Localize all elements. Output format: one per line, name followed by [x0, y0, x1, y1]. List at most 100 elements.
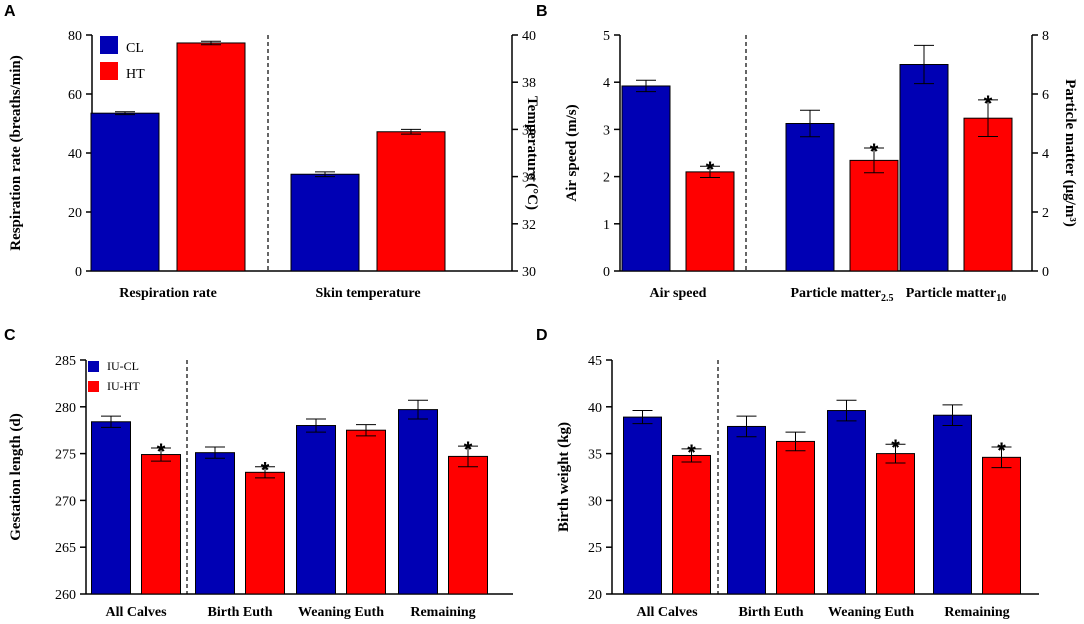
- panel-b-bar-ht: [963, 117, 1013, 272]
- panel-c-category-label: Weaning Euth: [298, 605, 384, 620]
- panel-a-bar-ht: [376, 131, 446, 272]
- panel-a-y-tick-label: 80: [68, 29, 82, 44]
- panel-d-y-tick-label: 30: [588, 494, 602, 509]
- panel-a-y-tick-label: 0: [75, 265, 82, 280]
- panel-c-y-tick-label: 285: [55, 354, 76, 369]
- panel-d-y-tick-label: 40: [588, 401, 602, 416]
- panel-d-bar-iu-ht: [776, 440, 815, 595]
- panel-b-significance-star: *: [984, 91, 993, 116]
- panel-d-bar-iu-ht: [672, 454, 711, 595]
- panel-c-y-tick-label: 280: [55, 401, 76, 416]
- panel-a-y2-tick-label: 32: [522, 218, 536, 233]
- panel-c-significance-star: *: [157, 439, 166, 464]
- panel-d-significance-star: *: [997, 438, 1006, 463]
- panel-b-significance-star: *: [706, 157, 715, 182]
- panel-d-significance-star: *: [687, 440, 696, 465]
- panel-b-y-tick-label: 3: [603, 123, 610, 138]
- panel-c-y-tick-label: 270: [55, 494, 76, 509]
- panel-d-bar-iu-cl: [827, 410, 866, 595]
- panel-c-category-label: Birth Euth: [208, 605, 273, 620]
- panel-b-category-subscript: 10: [996, 293, 1006, 304]
- panel-c-bar-iu-ht: [346, 429, 386, 595]
- panel-a-bar-cl: [290, 173, 360, 272]
- panel-b-y2-tick-label: 4: [1042, 147, 1049, 162]
- panel-letter-b: B: [536, 3, 548, 20]
- panel-a-y2-tick-label: 38: [522, 76, 536, 91]
- panel-b-y2-tick-label: 2: [1042, 206, 1049, 221]
- panel-c-y-tick-label: 265: [55, 541, 76, 556]
- panel-b-category-subscript: 2.5: [881, 293, 894, 304]
- panel-c-legend-label: IU-HT: [107, 379, 140, 393]
- panel-a-y2-axis-title: Temperature (°C): [524, 96, 540, 210]
- panel-a-y-tick-label: 40: [68, 147, 82, 162]
- panel-a-y2-tick-label: 40: [522, 29, 536, 44]
- panel-b-bar-ht: [849, 159, 899, 272]
- panel-b-y-axis-title: Air speed (m/s): [564, 104, 580, 201]
- panel-b-bar-ht: [685, 171, 735, 272]
- panel-a-legend-label: HT: [126, 67, 145, 82]
- panel-d-significance-star: *: [891, 435, 900, 460]
- panel-b-y2-tick-label: 8: [1042, 29, 1049, 44]
- panel-c-bar-iu-ht: [245, 471, 285, 595]
- panel-letter-d: D: [536, 327, 548, 344]
- panel-d-bar-iu-ht: [982, 456, 1021, 595]
- panel-d-y-tick-label: 20: [588, 588, 602, 603]
- panel-b-bar-cl: [899, 64, 949, 272]
- panel-c-bar-iu-cl: [195, 452, 235, 595]
- panel-d-category-label: Remaining: [944, 605, 1009, 620]
- panel-d-y-tick-label: 35: [588, 448, 602, 463]
- panel-b-y2-axis-title: Particle matter (μg/m³): [1062, 79, 1078, 227]
- panel-b-category-label: Air speed: [650, 286, 707, 301]
- panel-b-bar-cl: [621, 85, 671, 272]
- panel-d-bar-iu-cl: [623, 416, 662, 595]
- panel-a-y2-tick-label: 36: [522, 123, 536, 138]
- panel-c-bar-iu-ht: [141, 454, 181, 595]
- panel-b-y2-tick-label: 0: [1042, 265, 1049, 280]
- panel-b-bar-cl: [785, 123, 835, 272]
- panel-c-legend-swatch: [88, 381, 99, 392]
- panel-b-y-tick-label: 2: [603, 171, 610, 186]
- panel-a-bar-ht: [176, 42, 246, 272]
- panel-b-y2-tick-label: 6: [1042, 88, 1049, 103]
- panel-d-y-tick-label: 45: [588, 354, 602, 369]
- panel-c-category-label: All Calves: [105, 605, 167, 620]
- panel-c-y-axis-title: Gestation length (d): [8, 413, 24, 541]
- panel-a-legend-swatch: [100, 36, 118, 54]
- panel-c-bar-iu-cl: [398, 409, 438, 595]
- panel-b-category-label: Particle matter10: [906, 286, 1007, 304]
- panel-c-significance-star: *: [464, 437, 473, 462]
- panel-a-y-tick-label: 20: [68, 206, 82, 221]
- panel-a-legend-swatch: [100, 62, 118, 80]
- panel-a-category-label: Skin temperature: [315, 286, 420, 301]
- panel-c-bar-iu-cl: [296, 425, 336, 595]
- panel-b-y-tick-label: 5: [603, 29, 610, 44]
- panel-c-bar-iu-ht: [448, 455, 488, 595]
- panel-c-y-tick-label: 260: [55, 588, 76, 603]
- panel-c-bar-iu-cl: [91, 421, 131, 595]
- panel-b-y-tick-label: 4: [603, 76, 610, 91]
- panel-a-y2-tick-label: 34: [522, 171, 536, 186]
- panel-d-bar-iu-ht: [876, 453, 915, 595]
- panel-b-significance-star: *: [870, 139, 879, 164]
- panel-b-y-tick-label: 1: [603, 218, 610, 233]
- panel-a-category-label: Respiration rate: [119, 286, 217, 301]
- panel-a-y-axis-title: Respiration rate (breaths/min): [8, 55, 24, 251]
- panel-a-y2-tick-label: 30: [522, 265, 536, 280]
- panel-a-bar-cl: [90, 112, 160, 272]
- panel-c-legend-label: IU-CL: [107, 359, 139, 373]
- panel-c-y-tick-label: 275: [55, 448, 76, 463]
- panel-d-y-axis-title: Birth weight (kg): [556, 422, 572, 532]
- panel-b-category-label: Particle matter2.5: [790, 286, 893, 304]
- panel-a-y-tick-label: 60: [68, 88, 82, 103]
- panel-c-category-label: Remaining: [410, 605, 475, 620]
- panel-c-legend-swatch: [88, 361, 99, 372]
- panel-d-bar-iu-cl: [727, 425, 766, 595]
- panel-a-legend-label: CL: [126, 41, 144, 56]
- panel-b-y-tick-label: 0: [603, 265, 610, 280]
- panel-d-bar-iu-cl: [933, 414, 972, 595]
- panel-d-category-label: All Calves: [636, 605, 698, 620]
- panel-d-category-label: Weaning Euth: [828, 605, 914, 620]
- panel-letter-c: C: [4, 327, 16, 344]
- panel-c-significance-star: *: [261, 458, 270, 483]
